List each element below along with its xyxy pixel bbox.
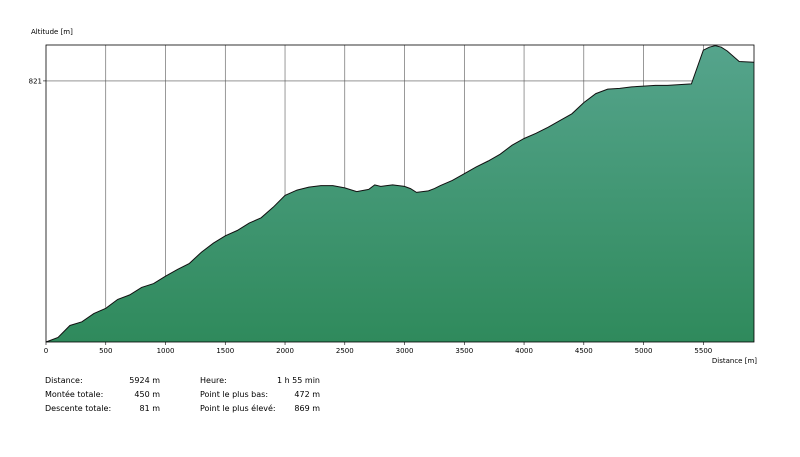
stats-panel-left: Distance: 5924 m Montée totale: 450 m De… [45,374,160,416]
stat-label: Descente totale: [45,404,112,413]
stat-value: 5924 m [129,376,160,385]
y-axis-label: Altitude [m] [31,28,73,36]
stat-time: Heure: 1 h 55 min [200,374,320,388]
stat-lowest-point: Point le plus bas: 472 m [200,388,320,402]
stat-value: 81 m [139,404,160,413]
stat-label: Heure: [200,376,227,385]
elevation-chart: Altitude [m] Distance [m] 0 500 1000 1500 20… [29,28,758,365]
stat-label: Distance: [45,376,83,385]
x-tick-label: 4500 [575,347,593,355]
stat-value: 1 h 55 min [276,376,320,385]
elevation-area [46,45,754,342]
x-tick-label: 0 [44,347,48,355]
stat-label: Montée totale: [45,390,104,399]
stat-value: 869 m [294,404,320,413]
stat-highest-point: Point le plus élevé: 869 m [200,402,320,416]
stat-value: 472 m [294,390,320,399]
stat-total-ascent: Montée totale: 450 m [45,388,160,402]
tick-labels: 0 500 1000 1500 2000 2500 3000 3500 4000 4500 5000… [29,77,713,355]
stat-distance: Distance: 5924 m [45,374,160,388]
x-tick-label: 500 [99,347,112,355]
x-tick-label: 3000 [396,347,414,355]
x-tick-label: 5000 [635,347,653,355]
x-tick-label: 1500 [216,347,234,355]
stat-label: Point le plus élevé: [200,404,276,413]
stats-panel-right: Heure: 1 h 55 min Point le plus bas: 472… [200,374,320,416]
x-tick-label: 2500 [336,347,354,355]
x-tick-label: 4000 [515,347,533,355]
elevation-line [45,45,755,343]
x-tick-label: 5500 [694,347,712,355]
stat-value: 450 m [134,390,160,399]
stat-total-descent: Descente totale: 81 m [45,402,160,416]
y-tick-label: 821 [29,77,42,85]
x-axis-label: Distance [m] [712,357,757,365]
x-tick-label: 2000 [276,347,294,355]
x-tick-label: 3500 [455,347,473,355]
x-tick-label: 1000 [157,347,175,355]
stat-label: Point le plus bas: [200,390,269,399]
plot-frame [45,44,755,343]
